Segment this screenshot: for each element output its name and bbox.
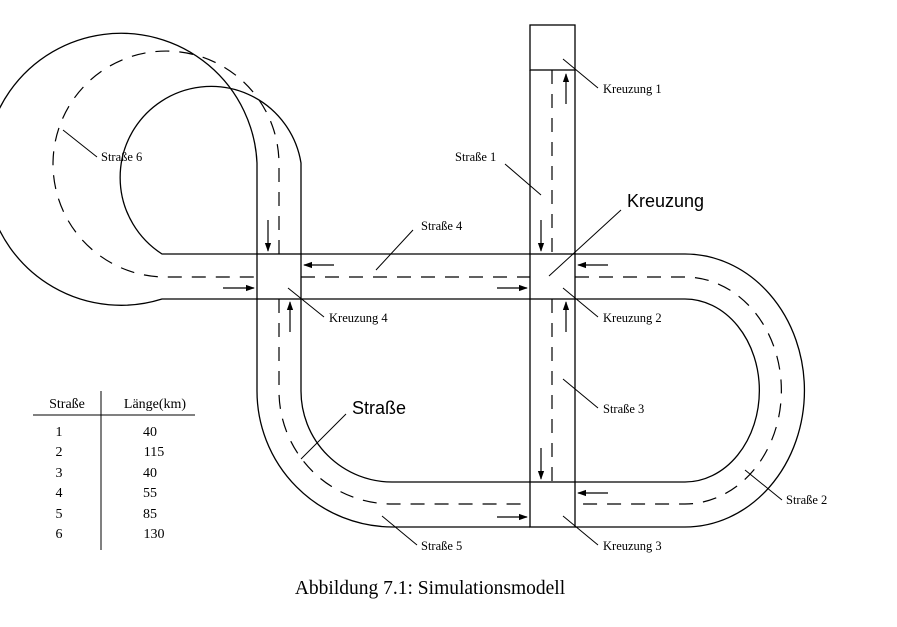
label-strasse-1: Straße 1 bbox=[455, 150, 496, 164]
table-cell: 3 bbox=[56, 466, 63, 481]
table-header-strasse: Straße bbox=[49, 397, 85, 412]
table-cell: 115 bbox=[144, 445, 164, 460]
leader-kreuzung bbox=[548, 209, 622, 277]
table-header-laenge: Länge(km) bbox=[124, 397, 187, 412]
label-kreuzung-1: Kreuzung 1 bbox=[603, 82, 662, 96]
table-cell: 5 bbox=[56, 507, 63, 522]
label-strasse: Straße bbox=[352, 398, 406, 418]
label-kreuzung: Kreuzung bbox=[627, 191, 704, 211]
label-strasse-3: Straße 3 bbox=[603, 402, 644, 416]
leader-kreuzung-1 bbox=[562, 58, 599, 89]
kreuzung-3-box bbox=[529, 481, 576, 528]
road-network bbox=[0, 32, 806, 528]
leader-kreuzung-3 bbox=[562, 515, 599, 546]
table-cell: 4 bbox=[56, 486, 63, 501]
road-5-outer-edge bbox=[256, 299, 530, 528]
table-cell: 6 bbox=[56, 527, 63, 542]
label-kreuzung-3: Kreuzung 3 bbox=[603, 539, 662, 553]
table-cell: 130 bbox=[144, 527, 165, 542]
leader-strasse-3 bbox=[562, 378, 599, 409]
leader-strasse bbox=[300, 413, 347, 460]
direction-arrows bbox=[223, 73, 608, 521]
leader-strasse-6 bbox=[62, 129, 98, 158]
label-strasse-2: Straße 2 bbox=[786, 493, 827, 507]
label-leaders bbox=[62, 58, 783, 546]
leader-kreuzung-2 bbox=[562, 287, 599, 318]
road-6-center-line bbox=[52, 50, 280, 278]
leader-strasse-2 bbox=[744, 469, 783, 501]
road-5-inner-edge bbox=[300, 299, 530, 483]
road-2-inner-edge bbox=[575, 298, 760, 483]
road-2-center-line bbox=[575, 276, 782, 505]
kreuzung-4-box bbox=[256, 253, 302, 300]
road-6-inner-edge bbox=[119, 85, 302, 255]
leader-strasse-5 bbox=[381, 515, 418, 546]
lane-dividers bbox=[52, 50, 782, 505]
figure-caption: Abbildung 7.1: Simulationsmodell bbox=[295, 578, 566, 599]
road-5-center-line bbox=[278, 299, 530, 505]
table-cell: 55 bbox=[143, 486, 157, 501]
label-strasse-6: Straße 6 bbox=[101, 150, 142, 164]
table-cell: 40 bbox=[143, 425, 157, 440]
leader-strasse-1 bbox=[504, 163, 542, 196]
label-strasse-4: Straße 4 bbox=[421, 219, 463, 233]
table-cell: 40 bbox=[143, 466, 157, 481]
leader-kreuzung-4 bbox=[287, 287, 325, 318]
label-strasse-5: Straße 5 bbox=[421, 539, 462, 553]
table-cell: 85 bbox=[143, 507, 157, 522]
length-table: Straße Länge(km) 1 40 2 115 3 40 4 55 5 … bbox=[33, 391, 195, 550]
table-cell: 2 bbox=[56, 445, 63, 460]
intersections bbox=[256, 24, 576, 528]
table-cell: 1 bbox=[56, 425, 63, 440]
label-kreuzung-4: Kreuzung 4 bbox=[329, 311, 388, 325]
label-kreuzung-2: Kreuzung 2 bbox=[603, 311, 662, 325]
leader-strasse-4 bbox=[375, 229, 414, 271]
labels: Kreuzung 1 Straße 1 Kreuzung Straße 6 St… bbox=[101, 82, 827, 553]
road-6-outer-edge bbox=[0, 32, 258, 306]
road-2-outer-edge bbox=[575, 253, 806, 528]
